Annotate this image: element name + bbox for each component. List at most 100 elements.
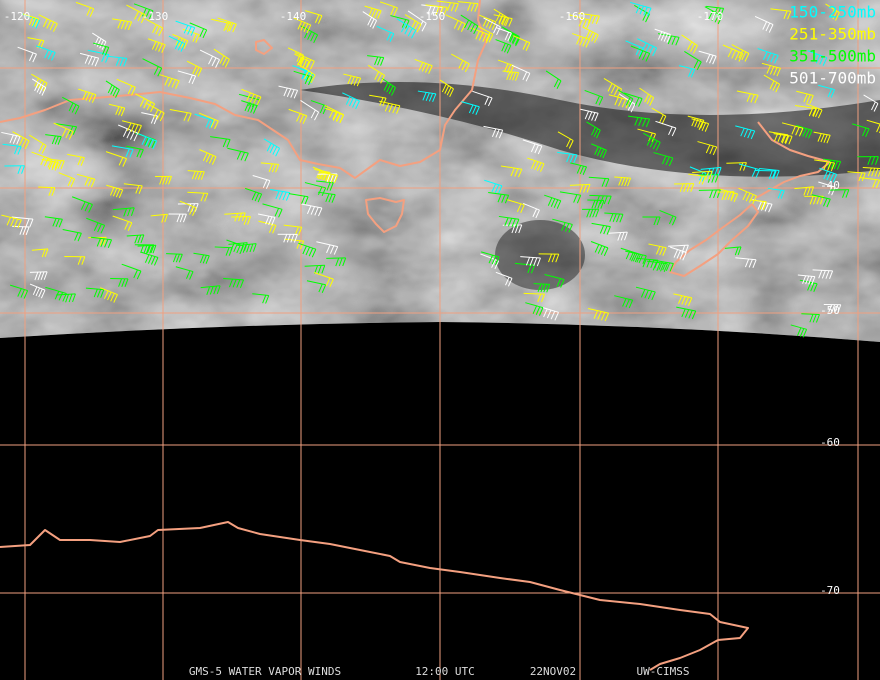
barb-tick [35, 287, 41, 297]
barb-tick [806, 94, 811, 103]
barb-tick [566, 153, 571, 163]
barb-tick [665, 156, 670, 166]
barb-tick [136, 148, 141, 158]
barb-tick [556, 200, 562, 209]
barb-staff [105, 151, 127, 160]
wind-barb [146, 103, 165, 122]
barb-tick [809, 95, 814, 104]
barb-tick [688, 68, 693, 77]
wind-barb [187, 170, 205, 180]
barb-staff [288, 193, 309, 198]
barb-staff [781, 122, 804, 129]
barb-tick [54, 160, 59, 169]
barb-tick [268, 163, 273, 173]
barb-tick [168, 176, 172, 185]
barb-staff [31, 151, 52, 160]
barb-tick [587, 111, 593, 120]
barb-staff [175, 266, 194, 273]
wind-barb [807, 50, 828, 66]
barb-tick [143, 100, 149, 109]
barb-tick [751, 168, 757, 177]
barb-staff [92, 42, 109, 48]
barb-tick [176, 213, 181, 223]
barb-tick [400, 23, 407, 33]
barb-tick [525, 257, 531, 266]
wind-barb [637, 38, 658, 57]
barb-tick [858, 172, 863, 182]
barb-tick [812, 53, 817, 63]
barb-tick [661, 115, 667, 125]
barb-tick [813, 283, 818, 292]
barb-tick [505, 277, 510, 286]
barb-staff [226, 239, 244, 247]
barb-tick [72, 293, 76, 303]
barb-tick [389, 33, 395, 42]
barb-tick [72, 126, 78, 135]
wind-barb [172, 33, 189, 49]
barb-tick [817, 133, 822, 142]
wind-barb [75, 1, 95, 17]
wind-barb [590, 241, 609, 257]
barb-tick [537, 283, 542, 293]
barb-tick [428, 93, 434, 102]
barb-staff [698, 189, 721, 191]
wind-barb [659, 209, 677, 226]
barb-tick [386, 83, 392, 93]
barb-staff [293, 17, 311, 26]
wind-barb [145, 18, 164, 37]
barb-tick [776, 67, 781, 77]
barb-tick [310, 109, 316, 119]
barb-tick [158, 43, 163, 52]
barb-tick [494, 256, 500, 266]
wind-barb [749, 199, 767, 210]
barb-tick [299, 54, 304, 64]
barb-staff [108, 103, 125, 109]
barb-tick [495, 129, 500, 138]
barb-tick [155, 42, 160, 51]
barb-tick [141, 136, 147, 145]
wind-barb [379, 100, 401, 114]
wind-barb [527, 157, 545, 172]
wind-barb [678, 65, 696, 78]
barb-tick [808, 130, 813, 139]
barb-staff [425, 4, 448, 8]
barb-tick [125, 148, 130, 158]
wind-barb [643, 132, 661, 151]
barb-staff [278, 85, 298, 91]
barb-staff [79, 52, 99, 59]
wind-barb [288, 193, 309, 205]
barb-staff [569, 183, 591, 186]
barb-tick [441, 83, 447, 93]
barb-staff [189, 22, 207, 31]
wind-barb [367, 55, 385, 66]
barb-staff [700, 166, 722, 170]
barb-tick [555, 254, 560, 263]
barb-tick [123, 58, 128, 67]
barb-tick [156, 111, 162, 120]
barb-tick [103, 290, 109, 300]
barb-tick [826, 171, 831, 181]
barb-tick [475, 106, 480, 115]
barb-tick [809, 106, 814, 115]
barb-tick [775, 83, 781, 93]
barb-tick [43, 157, 49, 167]
barb-tick [867, 167, 872, 177]
barb-staff [38, 186, 55, 189]
wind-barb [47, 158, 65, 170]
barb-tick [435, 6, 440, 15]
barb-tick [600, 246, 606, 255]
barb-tick [766, 52, 772, 62]
wind-barb [814, 159, 836, 172]
wind-barb [257, 213, 276, 226]
barb-tick [453, 20, 459, 29]
barb-tick [596, 129, 601, 139]
wind-barb [189, 22, 208, 39]
wind-barb [111, 145, 134, 158]
wind-barb [179, 200, 197, 217]
barb-staff [589, 194, 612, 197]
barb-staff [724, 246, 742, 249]
barb-tick [488, 34, 494, 43]
barb-tick [367, 17, 373, 26]
barb-staff [472, 90, 493, 99]
wind-barb [647, 260, 668, 272]
